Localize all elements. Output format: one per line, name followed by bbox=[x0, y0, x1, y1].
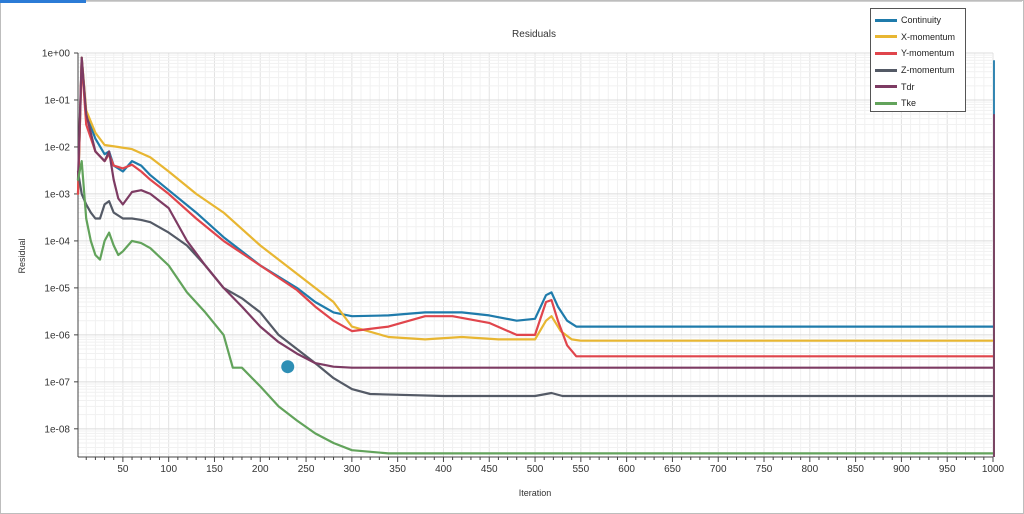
series-lines bbox=[76, 56, 995, 457]
legend-item[interactable]: Continuity bbox=[875, 12, 961, 29]
x-tick-label: 850 bbox=[847, 464, 864, 475]
legend-label: Continuity bbox=[901, 15, 942, 26]
legend-label: X-momentum bbox=[901, 31, 956, 42]
series-line-tdr[interactable] bbox=[76, 56, 995, 369]
x-tick-label: 350 bbox=[389, 464, 406, 475]
x-tick-label: 450 bbox=[481, 464, 498, 475]
x-tick-label: 950 bbox=[939, 464, 956, 475]
x-tick-label: 50 bbox=[117, 464, 129, 475]
x-tick-label: 650 bbox=[664, 464, 681, 475]
x-tick-label: 750 bbox=[756, 464, 773, 475]
y-tick-label: 1e-01 bbox=[44, 95, 70, 106]
y-tick-label: 1e-05 bbox=[44, 283, 70, 294]
legend-swatch bbox=[875, 85, 897, 89]
legend-label: Z-momentum bbox=[901, 65, 955, 76]
x-tick-label: 600 bbox=[618, 464, 635, 475]
x-tick-label: 250 bbox=[298, 464, 315, 475]
window-top-border bbox=[86, 1, 1022, 2]
y-tick-label: 1e-02 bbox=[44, 142, 70, 153]
x-tick-label: 100 bbox=[160, 464, 177, 475]
legend-label: Tke bbox=[901, 98, 917, 109]
legend-item[interactable]: Tke bbox=[875, 95, 961, 112]
legend-item[interactable]: Y-momentum bbox=[875, 45, 961, 62]
series-line-x-momentum[interactable] bbox=[76, 56, 995, 342]
x-tick-label: 900 bbox=[893, 464, 910, 475]
grid bbox=[78, 52, 994, 457]
legend-swatch bbox=[875, 35, 897, 39]
x-tick-label: 200 bbox=[252, 464, 269, 475]
y-tick-label: 1e-04 bbox=[44, 236, 70, 247]
active-tab-indicator bbox=[0, 0, 86, 3]
x-tick-label: 300 bbox=[344, 464, 361, 475]
legend-item[interactable]: Tdr bbox=[875, 78, 961, 95]
y-axis-label: Residual bbox=[17, 238, 27, 273]
x-tick-label: 800 bbox=[801, 464, 818, 475]
x-tick-label: 400 bbox=[435, 464, 452, 475]
y-tick-label: 1e+00 bbox=[42, 49, 71, 60]
x-tick-label: 150 bbox=[206, 464, 223, 475]
legend-item[interactable]: X-momentum bbox=[875, 29, 961, 46]
x-tick-label: 550 bbox=[572, 464, 589, 475]
legend-item[interactable]: Z-momentum bbox=[875, 62, 961, 79]
markers bbox=[281, 360, 295, 374]
series-line-tke[interactable] bbox=[76, 160, 995, 455]
y-tick-label: 1e-06 bbox=[44, 330, 70, 341]
chart-legend[interactable]: Continuity X-momentum Y-momentum Z-momentum… bbox=[870, 8, 966, 112]
x-axis-label: Iteration bbox=[519, 488, 552, 498]
y-tick-label: 1e-08 bbox=[44, 424, 70, 435]
x-tick-label: 500 bbox=[527, 464, 544, 475]
x-tick-label: 700 bbox=[710, 464, 727, 475]
y-tick-label: 1e-07 bbox=[44, 377, 70, 388]
legend-swatch bbox=[875, 51, 897, 55]
legend-swatch bbox=[875, 18, 897, 22]
chart-title: Residuals bbox=[512, 29, 556, 40]
cursor-marker[interactable] bbox=[281, 360, 295, 374]
legend-swatch bbox=[875, 68, 897, 72]
y-tick-label: 1e-03 bbox=[44, 189, 70, 200]
x-tick-label: 1000 bbox=[982, 464, 1005, 475]
axes: 50 100 150 200 250 300 350 400 450 500 550 600 650 70… bbox=[42, 49, 1005, 476]
legend-label: Y-momentum bbox=[901, 48, 955, 59]
legend-swatch bbox=[875, 101, 897, 105]
legend-label: Tdr bbox=[901, 81, 915, 92]
